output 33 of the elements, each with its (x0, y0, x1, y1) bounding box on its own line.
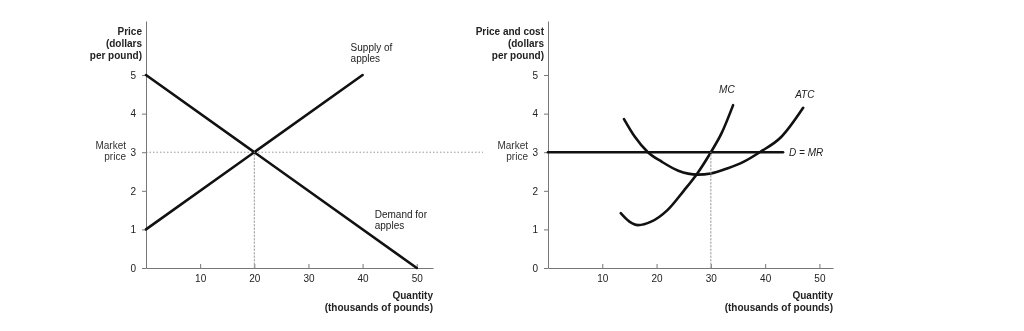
y-tick-label: 3 (130, 146, 137, 158)
x-tick-label: 20 (249, 273, 261, 285)
x-tick-label: 50 (814, 273, 826, 285)
ref-line-label: Market price (95, 140, 127, 163)
y-tick-label: 2 (130, 185, 137, 197)
x-tick-label: 30 (303, 273, 315, 285)
y-tick-label: 3 (532, 146, 539, 158)
annotation: Market price (497, 140, 529, 163)
series-label: MC (719, 84, 736, 96)
x-tick-label: 30 (705, 273, 718, 285)
y-axis-title: Price and cost (dollars per pound) (475, 26, 545, 61)
x-tick-label: 40 (357, 273, 370, 285)
y-tick-label: 4 (130, 108, 137, 120)
series-label: D = MR (789, 147, 824, 159)
x-axis-title: Quantity (thousands of pounds) (324, 290, 434, 313)
y-tick-label: 1 (130, 224, 137, 236)
y-tick-label: 0 (130, 262, 137, 274)
y-tick-label: 5 (532, 69, 539, 81)
x-tick-label: 20 (651, 273, 664, 285)
y-tick-label: 5 (130, 69, 137, 81)
series-label: Supply of apples (350, 42, 393, 65)
y-tick-label: 1 (532, 224, 539, 236)
x-tick-label: 50 (411, 273, 424, 285)
series-label: Demand for apples (374, 209, 428, 231)
x-tick-label: 40 (760, 273, 772, 285)
y-tick-label: 2 (532, 185, 539, 197)
series-label: ATC (794, 88, 816, 100)
x-tick-label: 10 (597, 273, 609, 285)
y-tick-label: 4 (532, 108, 539, 120)
x-axis-title: Quantity (thousands of pounds) (724, 290, 834, 313)
y-axis-title: Price (dollars per pound) (89, 26, 143, 61)
y-tick-label: 0 (532, 262, 539, 274)
x-tick-label: 10 (195, 273, 207, 285)
